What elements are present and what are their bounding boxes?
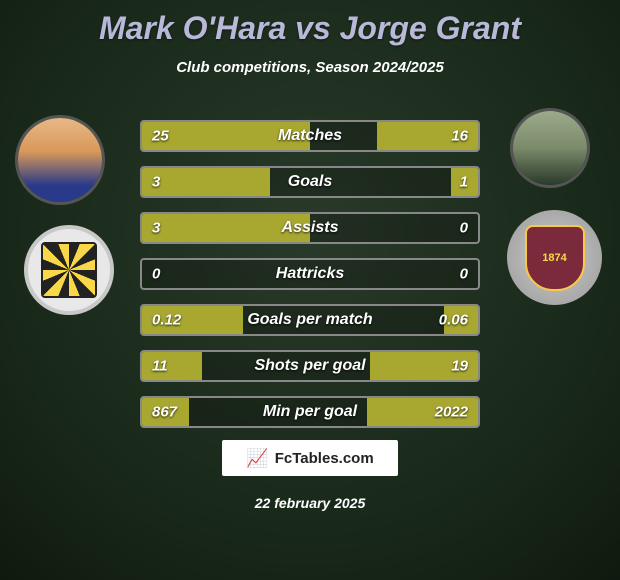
stat-label: Goals per match <box>247 311 372 329</box>
stat-value-right: 1 <box>460 174 468 191</box>
page-subtitle: Club competitions, Season 2024/2025 <box>0 59 620 76</box>
stat-value-left: 3 <box>152 174 160 191</box>
stat-row: 11 Shots per goal 19 <box>140 350 480 382</box>
stat-value-left: 25 <box>152 128 169 145</box>
stat-value-left: 0 <box>152 266 160 283</box>
stat-row: 0.12 Goals per match 0.06 <box>140 304 480 336</box>
footer-date: 22 february 2025 <box>0 495 620 511</box>
club-right-shield: 1874 <box>525 225 585 291</box>
stat-value-right: 0 <box>460 220 468 237</box>
stat-row: 3 Assists 0 <box>140 212 480 244</box>
stat-row: 0 Hattricks 0 <box>140 258 480 290</box>
stat-value-right: 16 <box>451 128 468 145</box>
club-left-badge <box>24 225 114 315</box>
stat-label: Matches <box>278 127 342 145</box>
stat-label: Goals <box>288 173 332 191</box>
footer-brand-text: FcTables.com <box>275 450 374 467</box>
stat-row: 3 Goals 1 <box>140 166 480 198</box>
stat-value-left: 0.12 <box>152 312 181 329</box>
stat-value-right: 0.06 <box>439 312 468 329</box>
footer-brand: 📈 FcTables.com <box>222 440 398 476</box>
club-right-badge: 1874 <box>507 210 602 305</box>
page-title: Mark O'Hara vs Jorge Grant <box>0 0 620 47</box>
stat-value-left: 3 <box>152 220 160 237</box>
stat-value-left: 867 <box>152 404 177 421</box>
stat-label: Hattricks <box>276 265 344 283</box>
stat-label: Shots per goal <box>254 357 365 375</box>
player-right-avatar <box>510 108 590 188</box>
stats-container: 25 Matches 16 3 Goals 1 3 Assists 0 0 Ha… <box>140 120 480 442</box>
chart-icon: 📈 <box>246 449 268 467</box>
stat-value-left: 11 <box>152 358 168 375</box>
stat-row: 867 Min per goal 2022 <box>140 396 480 428</box>
stat-value-right: 19 <box>451 358 468 375</box>
player-left-avatar <box>15 115 105 205</box>
stat-value-right: 2022 <box>435 404 468 421</box>
stat-label: Assists <box>282 219 339 237</box>
stat-value-right: 0 <box>460 266 468 283</box>
stat-row: 25 Matches 16 <box>140 120 480 152</box>
stat-label: Min per goal <box>263 403 357 421</box>
stat-bar-left <box>142 168 270 196</box>
